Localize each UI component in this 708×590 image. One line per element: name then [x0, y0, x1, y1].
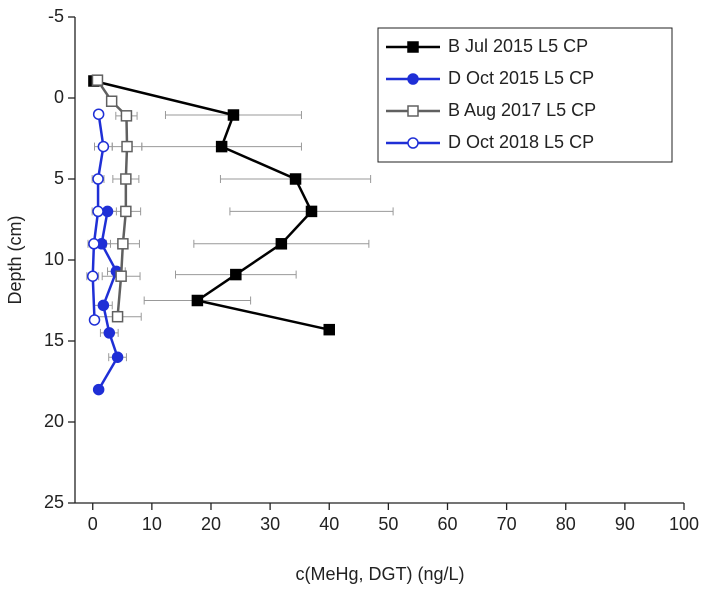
- marker: [92, 383, 105, 396]
- marker: [323, 323, 335, 336]
- marker: [91, 74, 104, 86]
- marker: [86, 270, 99, 282]
- x-tick-label: 0: [88, 514, 98, 534]
- marker: [88, 238, 100, 250]
- y-tick-label: 25: [44, 492, 64, 512]
- marker: [92, 108, 105, 120]
- marker: [115, 270, 127, 282]
- y-tick-label: 10: [44, 249, 64, 269]
- x-tick-label: 50: [378, 514, 398, 534]
- x-tick-label: 40: [319, 514, 339, 534]
- legend-marker: [407, 73, 419, 85]
- x-tick-label: 100: [669, 514, 699, 534]
- marker: [215, 140, 228, 153]
- marker: [120, 205, 132, 218]
- marker: [97, 140, 110, 153]
- legend-label: B Jul 2015 L5 CP: [448, 36, 588, 56]
- marker: [88, 314, 101, 326]
- marker: [121, 140, 133, 153]
- marker: [103, 327, 116, 339]
- y-tick-label: 15: [44, 330, 64, 350]
- marker: [117, 238, 129, 250]
- x-tick-label: 90: [615, 514, 635, 534]
- y-tick-label: 0: [54, 87, 64, 107]
- marker: [97, 299, 110, 312]
- marker: [230, 268, 242, 281]
- y-tick-label: -5: [48, 6, 64, 26]
- marker: [191, 294, 204, 307]
- legend-label: D Oct 2018 L5 CP: [448, 132, 594, 152]
- x-tick-label: 10: [142, 514, 162, 534]
- marker: [101, 205, 114, 218]
- legend-box: [377, 27, 673, 163]
- marker: [105, 95, 118, 107]
- y-tick-label: 5: [54, 168, 64, 188]
- marker: [305, 205, 318, 218]
- marker: [289, 173, 302, 185]
- marker: [111, 351, 124, 363]
- legend-marker: [407, 105, 419, 117]
- x-tick-label: 70: [497, 514, 517, 534]
- x-tick-label: 20: [201, 514, 221, 534]
- legend-label: B Aug 2017 L5 CP: [448, 100, 596, 120]
- legend-marker: [407, 41, 419, 53]
- marker: [92, 205, 104, 218]
- marker: [92, 173, 104, 185]
- marker: [111, 310, 124, 323]
- x-tick-label: 60: [437, 514, 457, 534]
- legend-label: D Oct 2015 L5 CP: [448, 68, 594, 88]
- x-axis-label: c(MeHg, DGT) (ng/L): [295, 564, 464, 584]
- y-axis-label: Depth (cm): [5, 215, 25, 304]
- y-tick-label: 20: [44, 411, 64, 431]
- marker: [120, 110, 133, 122]
- x-tick-label: 30: [260, 514, 280, 534]
- legend-marker: [407, 137, 419, 149]
- x-tick-label: 80: [556, 514, 576, 534]
- marker: [275, 238, 288, 250]
- marker: [120, 173, 132, 185]
- marker: [227, 109, 240, 121]
